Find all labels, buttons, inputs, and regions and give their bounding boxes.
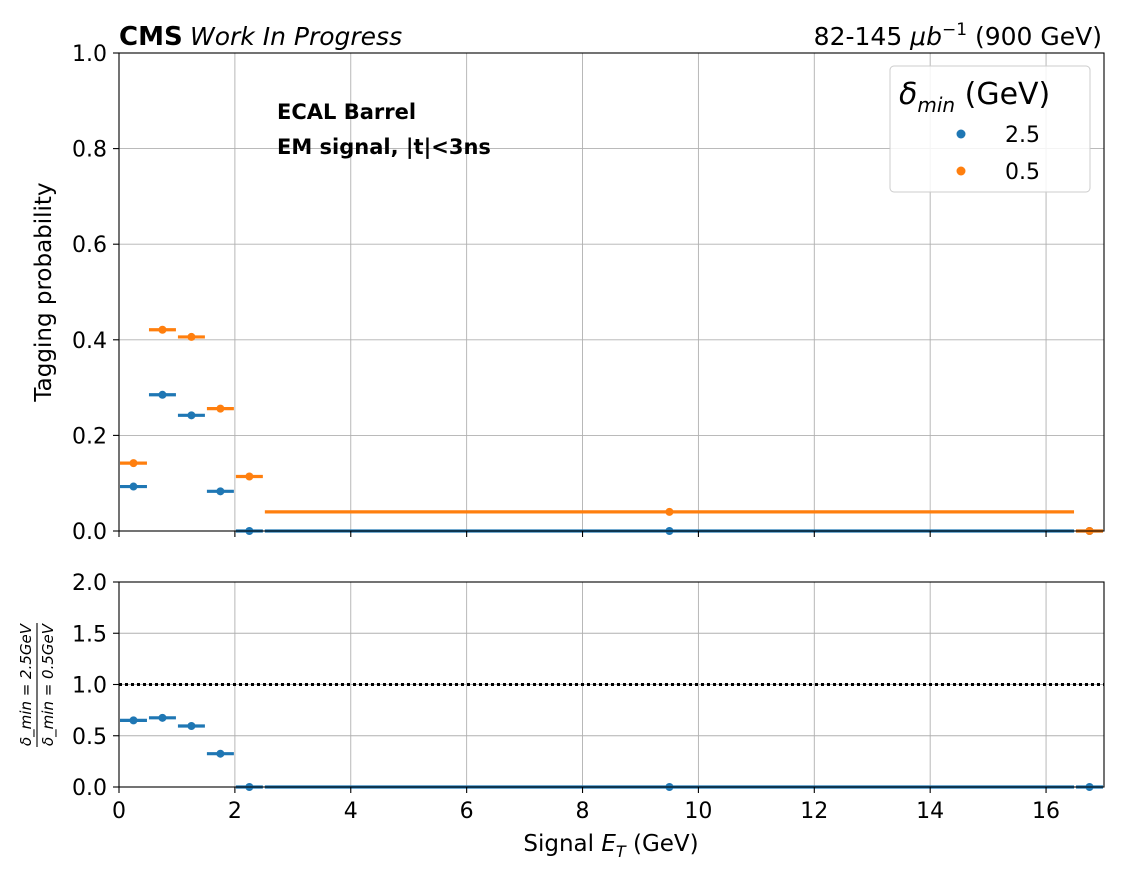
x-axis-title-prefix: Signal bbox=[523, 831, 601, 857]
lumi-suffix: (900 GeV) bbox=[967, 22, 1102, 51]
legend-label-2.5: 2.5 bbox=[1005, 123, 1040, 148]
x-tick-label: 4 bbox=[344, 799, 358, 824]
top-series-0-point bbox=[216, 487, 225, 496]
top-y-tick-label: 0.2 bbox=[72, 424, 107, 449]
ratio-y-numerator: δ_min = 2.5GeV bbox=[17, 622, 36, 746]
top-ticks bbox=[113, 52, 1047, 537]
top-series-0-point bbox=[158, 390, 167, 399]
x-axis-title: Signal ET (GeV) bbox=[523, 831, 698, 861]
x-tick-label: 12 bbox=[800, 799, 828, 824]
annotation-line-2: EM signal, |t|<3ns bbox=[277, 135, 491, 160]
legend-box bbox=[889, 65, 1091, 193]
x-tick-labels: 0 2 4 6 8 10 12 14 16 bbox=[112, 799, 1060, 824]
top-plot-frame bbox=[118, 52, 1105, 532]
x-axis-title-subscript: T bbox=[616, 842, 627, 861]
legend-title-subscript: min bbox=[917, 93, 955, 117]
top-series-1-point bbox=[245, 472, 254, 481]
top-y-tick-label: 1.0 bbox=[72, 42, 107, 67]
ratio-y-denominator: δ_min = 0.5GeV bbox=[39, 622, 58, 746]
legend-marker-0.5 bbox=[956, 166, 966, 176]
x-tick-label: 0 bbox=[112, 799, 126, 824]
ratio-y-tick-label: 2.0 bbox=[72, 571, 107, 596]
top-series-1-point bbox=[187, 332, 196, 341]
ratio-ticks bbox=[113, 581, 1047, 793]
legend-title-unit: (GeV) bbox=[955, 77, 1050, 112]
ratio-y-tick-labels: 0.0 0.5 1.0 1.5 2.0 bbox=[72, 571, 107, 801]
top-y-axis-title: Tagging probability bbox=[31, 182, 57, 402]
ratio-y-tick-label: 1.0 bbox=[72, 674, 107, 699]
legend: δmin (GeV) 2.5 0.5 bbox=[889, 65, 1091, 193]
x-tick-label: 6 bbox=[460, 799, 474, 824]
ratio-y-tick-label: 0.0 bbox=[72, 776, 107, 801]
x-tick-label: 2 bbox=[228, 799, 242, 824]
legend-label-0.5: 0.5 bbox=[1005, 160, 1040, 185]
top-y-tick-label: 0.4 bbox=[72, 329, 107, 354]
work-in-progress-label: Work In Progress bbox=[190, 22, 402, 51]
x-tick-label: 10 bbox=[684, 799, 712, 824]
legend-title: δmin (GeV) bbox=[899, 77, 1050, 117]
top-series-1-point bbox=[665, 507, 674, 516]
legend-marker-2.5 bbox=[956, 129, 966, 139]
lumi-exponent: −1 bbox=[942, 20, 967, 40]
x-axis-title-symbol: E bbox=[601, 831, 616, 857]
top-data-marks bbox=[120, 325, 1103, 535]
annotation-line-1: ECAL Barrel bbox=[277, 100, 416, 124]
top-series-0-point bbox=[129, 482, 138, 491]
ratio-y-tick-label: 1.5 bbox=[72, 622, 107, 647]
top-y-tick-labels: 0.0 0.2 0.4 0.6 0.8 1.0 bbox=[72, 42, 107, 545]
x-tick-label: 14 bbox=[916, 799, 944, 824]
ratio-series-0-point bbox=[158, 713, 167, 722]
x-tick-label: 8 bbox=[576, 799, 590, 824]
top-series-1-point bbox=[129, 459, 138, 468]
cms-label: CMS bbox=[119, 22, 183, 52]
ratio-series-0-point bbox=[187, 722, 196, 731]
x-tick-label: 16 bbox=[1032, 799, 1060, 824]
top-y-tick-label: 0.6 bbox=[72, 233, 107, 258]
ratio-series-0-point bbox=[129, 716, 138, 725]
lumi-prefix: 82-145 bbox=[814, 22, 911, 51]
top-y-tick-label: 0.0 bbox=[72, 520, 107, 545]
top-series-0-point bbox=[187, 411, 196, 420]
top-series-1-point bbox=[158, 325, 167, 334]
luminosity-label: 82-145 μb−1 (900 GeV) bbox=[814, 20, 1102, 51]
ratio-y-tick-label: 0.5 bbox=[72, 725, 107, 750]
lumi-unit: μb bbox=[909, 22, 942, 51]
ratio-data-marks bbox=[120, 713, 1103, 791]
x-axis-title-unit: (GeV) bbox=[626, 831, 699, 857]
ratio-y-axis-title: δ_min = 2.5GeV δ_min = 0.5GeV bbox=[17, 622, 58, 747]
ratio-series-0-point bbox=[216, 749, 225, 758]
legend-title-symbol: δ bbox=[899, 77, 917, 112]
top-series-1-point bbox=[216, 404, 225, 413]
top-y-tick-label: 0.8 bbox=[72, 138, 107, 163]
